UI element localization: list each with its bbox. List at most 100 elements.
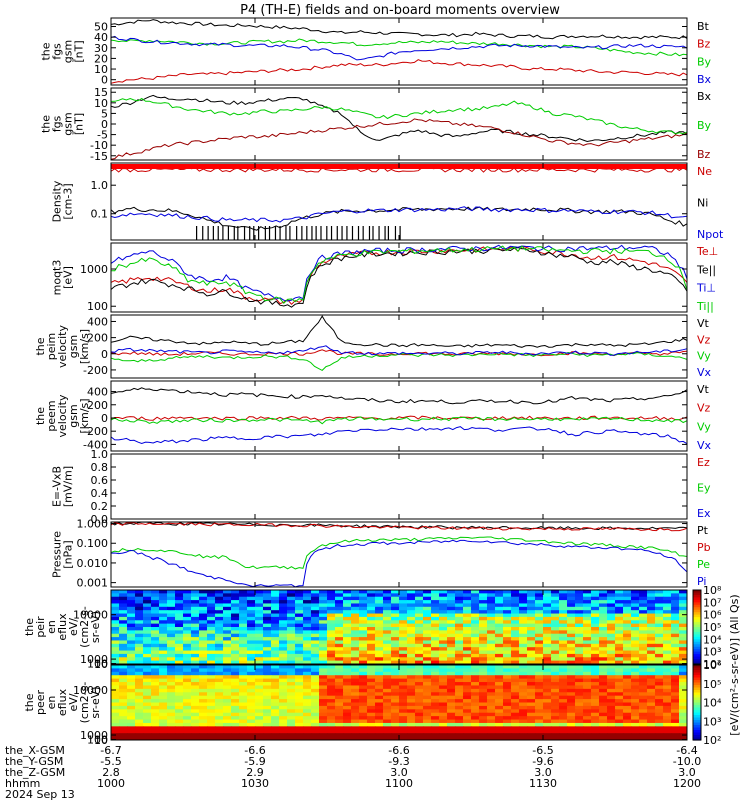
heatmap-cell (287, 593, 296, 598)
heatmap-cell (623, 633, 632, 638)
heatmap-cell (663, 590, 672, 594)
heatmap-cell (263, 630, 272, 635)
heatmap-cell (655, 685, 664, 690)
heatmap-cell (527, 719, 536, 724)
heatmap-cell (287, 719, 296, 724)
heatmap-cell (263, 726, 272, 731)
heatmap-cell (159, 623, 168, 628)
heatmap-cell (615, 682, 624, 687)
heatmap-cell (159, 675, 168, 680)
heatmap-cell (647, 682, 656, 687)
heatmap-cell (231, 606, 240, 611)
footer-row-label: the_Y-GSM (5, 755, 63, 768)
heatmap-cell (127, 653, 136, 658)
heatmap-cell (127, 668, 136, 673)
heatmap-cell (423, 678, 432, 683)
heatmap-cell (231, 616, 240, 621)
heatmap-cell (359, 606, 368, 611)
heatmap-cell (127, 593, 136, 598)
heatmap-cell (215, 668, 224, 673)
heatmap-cell (199, 705, 208, 710)
heatmap-cell (431, 678, 440, 683)
heatmap-cell (119, 729, 128, 734)
heatmap-cell (159, 702, 168, 707)
heatmap-cell (351, 699, 360, 704)
heatmap-cell (655, 699, 664, 704)
heatmap-cell (215, 590, 224, 594)
heatmap-cell (359, 616, 368, 621)
heatmap-cell (567, 650, 576, 655)
heatmap-cell (615, 671, 624, 676)
heatmap-cell (199, 733, 208, 738)
colorbar-segment (693, 592, 701, 596)
panel-frame (110, 380, 688, 452)
y-axis-label-line: [cm-3] (62, 183, 75, 219)
heatmap-cell (647, 640, 656, 645)
heatmap-cell (207, 657, 216, 662)
heatmap-cell (335, 637, 344, 642)
heatmap-cell (367, 705, 376, 710)
heatmap-cell (263, 650, 272, 655)
heatmap-cell (287, 665, 296, 670)
heatmap-cell (615, 630, 624, 635)
heatmap-cell (439, 653, 448, 658)
heatmap-cell (303, 665, 312, 670)
heatmap-cell (295, 637, 304, 642)
heatmap-cell (439, 736, 448, 740)
heatmap-cell (159, 650, 168, 655)
heatmap-cell (271, 630, 280, 635)
heatmap-cell (327, 590, 336, 594)
y-tick-label: 10 (94, 63, 108, 76)
heatmap-cell (311, 593, 320, 598)
heatmap-cell (375, 692, 384, 697)
heatmap-cell (183, 660, 192, 664)
heatmap-cell (167, 716, 176, 721)
heatmap-cell (519, 653, 528, 658)
heatmap-cell (647, 699, 656, 704)
heatmap-cell (367, 590, 376, 594)
heatmap-cell (679, 736, 687, 740)
heatmap-cell (223, 695, 232, 700)
heatmap-cell (519, 596, 528, 601)
heatmap-cell (295, 719, 304, 724)
heatmap-cell (479, 705, 488, 710)
colorbar-frame (692, 589, 702, 665)
heatmap-cell (375, 640, 384, 645)
heatmap-cell (607, 712, 616, 717)
heatmap-cell (495, 610, 504, 615)
legend-By: By (697, 55, 712, 68)
heatmap-cell (255, 590, 264, 594)
heatmap-cell (535, 633, 544, 638)
heatmap-cell (535, 668, 544, 673)
heatmap-cell (399, 733, 408, 738)
heatmap-cell (319, 613, 328, 618)
heatmap-cell (455, 603, 464, 608)
heatmap-cell (199, 682, 208, 687)
heatmap-cell (127, 726, 136, 731)
heatmap-cell (551, 702, 560, 707)
heatmap-cell (423, 705, 432, 710)
heatmap-cell (303, 692, 312, 697)
y-tick-label: 100 (87, 658, 108, 671)
heatmap-cell (495, 647, 504, 652)
heatmap-cell (135, 729, 144, 734)
heatmap-cell (471, 729, 480, 734)
heatmap-cell (631, 692, 640, 697)
heatmap-cell (335, 603, 344, 608)
series-Bx-line (111, 35, 687, 61)
heatmap-cell (343, 650, 352, 655)
heatmap-cell (231, 596, 240, 601)
heatmap-cell (239, 590, 248, 594)
heatmap-cell (439, 692, 448, 697)
heatmap-cell (151, 688, 160, 693)
heatmap-cell (535, 603, 544, 608)
heatmap-cell (535, 637, 544, 642)
heatmap-cell (191, 633, 200, 638)
heatmap-cell (391, 712, 400, 717)
heatmap-cell (431, 593, 440, 598)
heatmap-cell (295, 606, 304, 611)
heatmap-cell (527, 729, 536, 734)
heatmap-cell (343, 688, 352, 693)
heatmap-cell (151, 600, 160, 605)
